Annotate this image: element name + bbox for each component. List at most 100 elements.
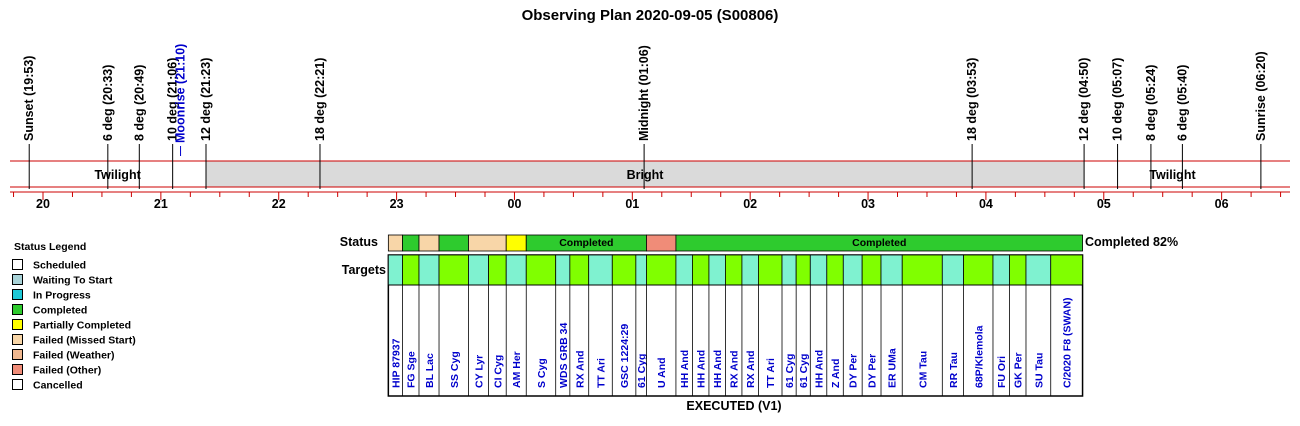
status-segment-7	[646, 234, 677, 252]
event-label-8: 18 deg (03:53)	[965, 58, 979, 141]
target-name-14: HH And	[679, 350, 691, 388]
target-name-10: TT Ari	[595, 358, 607, 388]
status-segment-label-8: Completed	[852, 237, 906, 249]
target-name-17: RX And	[729, 350, 741, 388]
target-name-22: HH And	[814, 350, 826, 388]
target-name-8: WDS GRB 34	[558, 322, 570, 388]
axis-tick-label: 04	[979, 197, 993, 211]
sky-band-2	[1084, 161, 1261, 187]
event-label-2: 8 deg (20:49)	[132, 65, 146, 141]
legend-swatch-6	[12, 349, 23, 360]
legend-title: Status Legend	[14, 241, 86, 253]
event-label-13: Sunrise (06:20)	[1254, 51, 1268, 141]
legend-swatch-7	[12, 364, 23, 375]
target-block-9	[569, 254, 590, 286]
completion-summary: Completed 82%	[1085, 235, 1178, 249]
status-segment-2	[418, 234, 440, 252]
target-name-25: DY Per	[867, 354, 879, 388]
target-name-30: FU Ori	[996, 356, 1008, 388]
legend-swatch-0	[12, 259, 23, 270]
axis-tick-label: 02	[743, 197, 757, 211]
target-name-1: FG Sge	[406, 351, 418, 388]
axis-tick-label: 06	[1215, 197, 1229, 211]
target-name-23: Z And	[830, 359, 842, 388]
target-block-1	[402, 254, 420, 286]
axis-tick-label: 05	[1097, 197, 1111, 211]
target-block-20	[781, 254, 797, 286]
targets-row: HIP 87937 FG Sge BL Lac SS Cyg CY Lyr CI Cyg A…	[387, 254, 1084, 397]
target-block-27	[901, 254, 943, 286]
target-block-16	[708, 254, 726, 286]
plan-footer: EXECUTED (V1)	[686, 399, 781, 413]
target-block-3	[438, 254, 469, 286]
event-label-6: 18 deg (22:21)	[313, 58, 327, 141]
target-block-26	[880, 254, 903, 286]
target-block-17	[725, 254, 743, 286]
legend-label-6: Failed (Weather)	[33, 350, 115, 362]
event-label-10: 10 deg (05:07)	[1111, 58, 1125, 141]
target-block-2	[418, 254, 440, 286]
target-block-5	[488, 254, 507, 286]
target-name-24: DY Per	[848, 354, 860, 388]
legend-swatch-5	[12, 334, 23, 345]
target-block-15	[692, 254, 710, 286]
legend-label-1: Waiting To Start	[33, 275, 113, 287]
status-segment-0	[387, 234, 403, 252]
event-label-1: 6 deg (20:33)	[101, 65, 115, 141]
event-label-7: Midnight (01:06)	[637, 45, 651, 141]
legend-label-4: Partially Completed	[33, 320, 131, 332]
time-axis: 20 21 22 23 00 01 02 03 04 05 06	[10, 191, 1290, 211]
target-name-9: RX And	[574, 350, 586, 388]
target-name-26: ER UMa	[887, 348, 899, 388]
targets-row-label: Targets	[342, 263, 386, 277]
legend-label-2: In Progress	[33, 290, 91, 302]
legend-swatch-2	[12, 289, 23, 300]
sky-band-label-1: Bright	[627, 168, 665, 182]
legend-label-7: Failed (Other)	[33, 365, 101, 377]
status-row-label: Status	[340, 235, 378, 249]
axis-tick-label: 01	[625, 197, 639, 211]
target-block-12	[635, 254, 647, 286]
target-name-13: U And	[656, 357, 668, 388]
target-block-18	[741, 254, 759, 286]
event-label-11: 8 deg (05:24)	[1144, 65, 1158, 141]
target-block-14	[675, 254, 693, 286]
target-block-4	[468, 254, 489, 286]
sky-band-0	[29, 161, 207, 187]
sky-band-1	[206, 161, 1085, 187]
target-name-33: C/2020 F8 (SWAN)	[1062, 298, 1074, 388]
target-name-16: HH And	[712, 350, 724, 388]
target-name-18: RX And	[745, 350, 757, 388]
chart-title: Observing Plan 2020-09-05 (S00806)	[522, 7, 779, 24]
target-name-15: HH And	[696, 350, 708, 388]
event-label-9: 12 deg (04:50)	[1077, 58, 1091, 141]
legend-label-8: Cancelled	[33, 380, 83, 392]
target-block-10	[588, 254, 613, 286]
target-block-0	[387, 254, 403, 286]
target-name-11: GSC 1224:29	[619, 324, 631, 388]
axis-tick-label: 23	[390, 197, 404, 211]
legend-label-0: Scheduled	[33, 260, 86, 272]
status-segment-8	[675, 234, 1083, 252]
status-segment-4	[468, 234, 507, 252]
target-block-24	[842, 254, 863, 286]
target-block-7	[525, 254, 557, 286]
event-markers: Sunset (19:53) 6 deg (20:33) 8 deg (20:49)…	[22, 44, 1268, 189]
target-block-6	[505, 254, 527, 286]
target-block-25	[861, 254, 882, 286]
target-block-21	[795, 254, 811, 286]
sky-bands: Twilight Bright Twilight	[10, 160, 1290, 188]
target-name-6: AM Her	[511, 351, 523, 388]
status-row: Completed Completed	[387, 234, 1083, 252]
target-name-19: TT Ari	[765, 358, 777, 388]
legend-label-5: Failed (Missed Start)	[33, 335, 136, 347]
target-block-13	[646, 254, 677, 286]
target-name-27: CM Tau	[917, 351, 929, 388]
event-label-12: 6 deg (05:40)	[1175, 65, 1189, 141]
target-name-20: 61 Cyg	[784, 354, 796, 388]
axis-tick-label: 20	[36, 197, 50, 211]
status-segment-3	[438, 234, 469, 252]
legend-label-3: Completed	[33, 305, 87, 317]
axis-tick-label: 00	[508, 197, 522, 211]
